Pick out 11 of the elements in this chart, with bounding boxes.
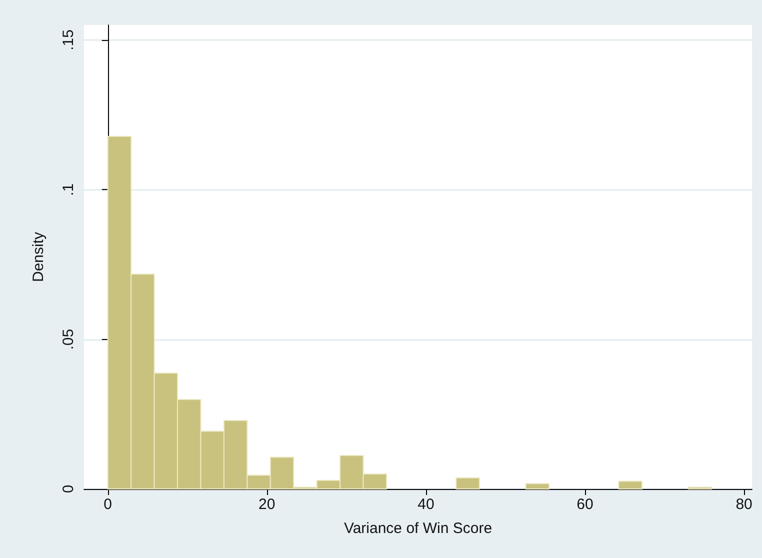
y-tick-label: .15: [60, 30, 77, 50]
y-axis-title: Density: [30, 232, 47, 282]
x-tick-label: 60: [576, 496, 594, 513]
x-axis-title: Variance of Win Score: [344, 520, 492, 537]
x-tick-label: 20: [258, 496, 276, 513]
y-tick-label: .05: [60, 328, 77, 350]
x-tick-label: 40: [418, 496, 434, 513]
x-tick-label: 0: [104, 496, 112, 513]
y-tick-label: .1: [60, 183, 77, 196]
x-tick-label: 80: [736, 496, 752, 513]
y-tick-label: 0: [60, 484, 77, 494]
